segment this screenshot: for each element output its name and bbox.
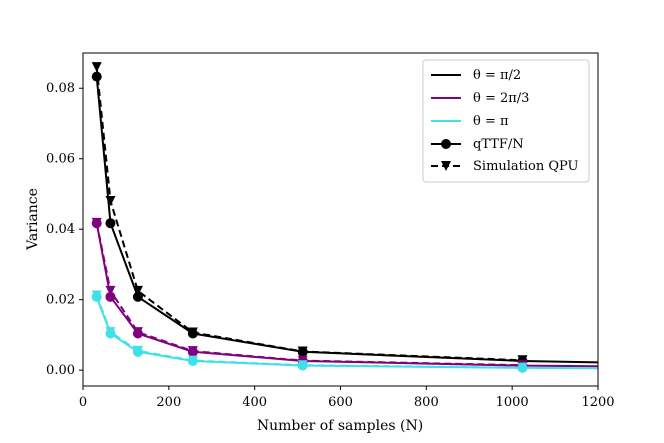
series-sim-point	[91, 290, 102, 301]
x-axis-label: Number of samples (N)	[257, 418, 423, 434]
series-sim-line	[95, 295, 523, 369]
y-tick-label: 0.08	[46, 81, 75, 96]
y-tick-label: 0.02	[46, 293, 75, 308]
legend: θ = π/2 θ = 2π/3 θ = π qTTF/N Simulation QPU	[422, 59, 590, 183]
series-sim-line	[95, 222, 523, 367]
legend-label: θ = π	[473, 114, 509, 129]
series-sim-point	[297, 360, 308, 371]
x-tick-label: 800	[414, 395, 439, 410]
legend-label: θ = 2π/3	[473, 91, 529, 106]
x-tick-label: 0	[79, 395, 87, 410]
legend-box	[422, 59, 590, 183]
series-sim-point	[132, 285, 143, 296]
series-layer	[91, 62, 598, 373]
series-sim-point	[297, 346, 308, 357]
legend-label: θ = π/2	[473, 68, 521, 83]
x-tick-label: 1200	[581, 395, 614, 410]
legend-label: qTTF/N	[473, 137, 524, 152]
y-tick-label: 0.00	[46, 363, 75, 378]
legend-swatch-marker	[441, 161, 451, 171]
series-sim-point	[91, 217, 102, 228]
y-tick-label: 0.06	[46, 152, 75, 167]
series-sim-point	[105, 327, 116, 338]
series-qttf-point	[91, 71, 102, 82]
series-sim-point	[105, 285, 116, 296]
series-sim-point	[187, 355, 198, 366]
series-qttf-point	[105, 291, 116, 302]
y-tick-label: 0.04	[46, 222, 75, 237]
series-sim-line	[95, 66, 523, 362]
x-tick-label: 200	[156, 395, 181, 410]
legend-swatch-marker	[441, 139, 451, 149]
ticks-layer: 0 200 400 600 800 1000 1200 0.00 0.02 0.04 0.06 0.0…	[46, 81, 615, 410]
series-sim-point	[132, 327, 143, 338]
legend-label: Simulation QPU	[473, 159, 579, 174]
y-axis-label: Variance	[25, 188, 41, 251]
plot-area	[91, 62, 598, 373]
x-tick-label: 400	[242, 395, 267, 410]
series-sim-point	[517, 362, 528, 373]
series-sim-point	[187, 346, 198, 357]
x-tick-label: 600	[328, 395, 353, 410]
series-qttf-point	[105, 218, 116, 229]
series-sim-point	[91, 62, 102, 73]
series-qttf-point	[132, 291, 143, 302]
series-sim-point	[132, 345, 143, 356]
series-sim-point	[187, 327, 198, 338]
series-sim-point	[105, 196, 116, 206]
x-tick-label: 1000	[496, 395, 529, 410]
